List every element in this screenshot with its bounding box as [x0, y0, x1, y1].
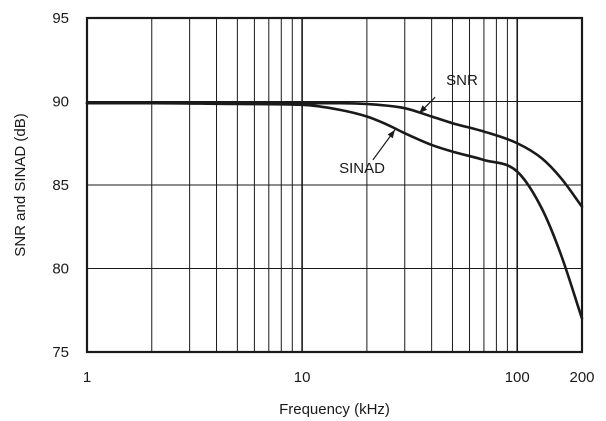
x-tick-label: 10	[294, 369, 311, 386]
annotation-label-snr: SNR	[446, 72, 478, 89]
x-tick-label: 100	[505, 369, 530, 386]
y-tick-label: 90	[52, 94, 69, 111]
series-line-sinad	[85, 101, 584, 320]
x-axis-label: Frequency (kHz)	[279, 401, 390, 418]
annotations: SNR SINAD	[339, 72, 478, 177]
grid	[87, 18, 582, 352]
x-tick-label: 1	[83, 369, 91, 386]
y-tick-label: 95	[52, 10, 69, 27]
plot-frame	[85, 16, 584, 354]
tick-labels: 1 10 100 200 75 80 85 90 95	[52, 10, 594, 386]
series-lines	[85, 101, 584, 320]
y-tick-label: 75	[52, 344, 69, 361]
y-tick-label: 80	[52, 261, 69, 278]
x-tick-label: 200	[569, 369, 594, 386]
annotation-arrowhead	[419, 105, 428, 114]
y-tick-label: 85	[52, 177, 69, 194]
annotation-arrowhead	[387, 129, 395, 139]
annotation-label-sinad: SINAD	[339, 160, 385, 177]
y-axis-label: SNR and SINAD (dB)	[12, 113, 29, 256]
